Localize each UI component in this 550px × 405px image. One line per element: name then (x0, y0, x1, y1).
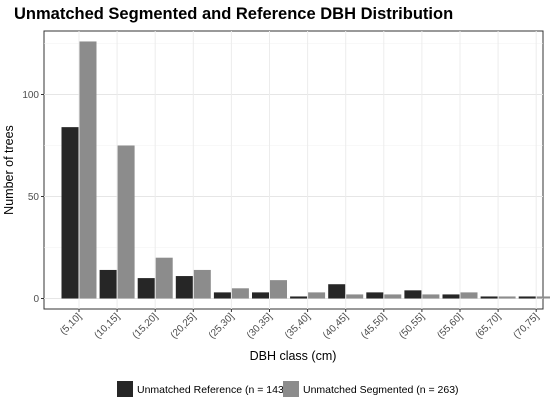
bar (117, 145, 135, 299)
bar (193, 269, 211, 299)
x-tick-label: (20,25] (169, 311, 199, 341)
bar (270, 280, 287, 299)
y-tick-label: 50 (28, 192, 40, 203)
x-tick-label: (50,55] (397, 311, 427, 341)
bars (61, 41, 550, 299)
legend: Unmatched Reference (n = 143) Unmatched S… (117, 381, 459, 397)
x-axis-title: DBH class (cm) (250, 349, 337, 363)
bar (155, 257, 173, 299)
x-tick-label: (65,70] (473, 311, 503, 341)
legend-key (117, 381, 133, 397)
bar (79, 41, 97, 299)
bar (366, 292, 384, 299)
x-tick-label: (15,20] (131, 311, 161, 341)
x-tick-label: (45,50] (359, 311, 389, 341)
x-tick-label: (40,45] (321, 311, 351, 341)
x-tick-label: (30,35] (245, 311, 275, 341)
bar (498, 296, 516, 299)
bar (175, 276, 193, 299)
bar (518, 296, 536, 299)
bar (137, 278, 155, 299)
bar (384, 294, 402, 299)
y-tick-label: 0 (33, 294, 39, 305)
x-tick-label: (70,75] (512, 311, 542, 341)
bar (61, 127, 79, 299)
bar (328, 284, 346, 299)
legend-key (283, 381, 299, 397)
bar (442, 294, 460, 299)
legend-label: Unmatched Reference (n = 143) (137, 384, 287, 396)
y-axis-title: Number of trees (2, 125, 16, 215)
legend-label: Unmatched Segmented (n = 263) (303, 384, 459, 396)
bar (422, 294, 440, 299)
x-tick-label: (10,15] (92, 311, 122, 341)
bar (460, 292, 478, 299)
y-tick-label: 100 (22, 90, 39, 101)
bar (536, 296, 550, 299)
x-tick-label: (25,30] (207, 311, 237, 341)
x-tick-label: (55,60] (435, 311, 465, 341)
bar (480, 296, 498, 299)
x-tick-label: (35,40] (283, 311, 313, 341)
bar (231, 288, 249, 299)
x-axis: (5,10] (10,15] (15,20] (20,25] (25,30] (30,35… (58, 309, 541, 341)
chart-title: Unmatched Segmented and Reference DBH Di… (14, 5, 453, 23)
bar (252, 292, 269, 299)
x-tick-label: (5,10] (58, 311, 84, 337)
bar (404, 290, 422, 299)
bar (99, 269, 117, 299)
bar (346, 294, 364, 299)
grid (44, 31, 543, 309)
bar (213, 292, 231, 299)
bar (290, 296, 308, 299)
bar (308, 292, 326, 299)
y-axis: 0 50 100 (22, 90, 44, 305)
